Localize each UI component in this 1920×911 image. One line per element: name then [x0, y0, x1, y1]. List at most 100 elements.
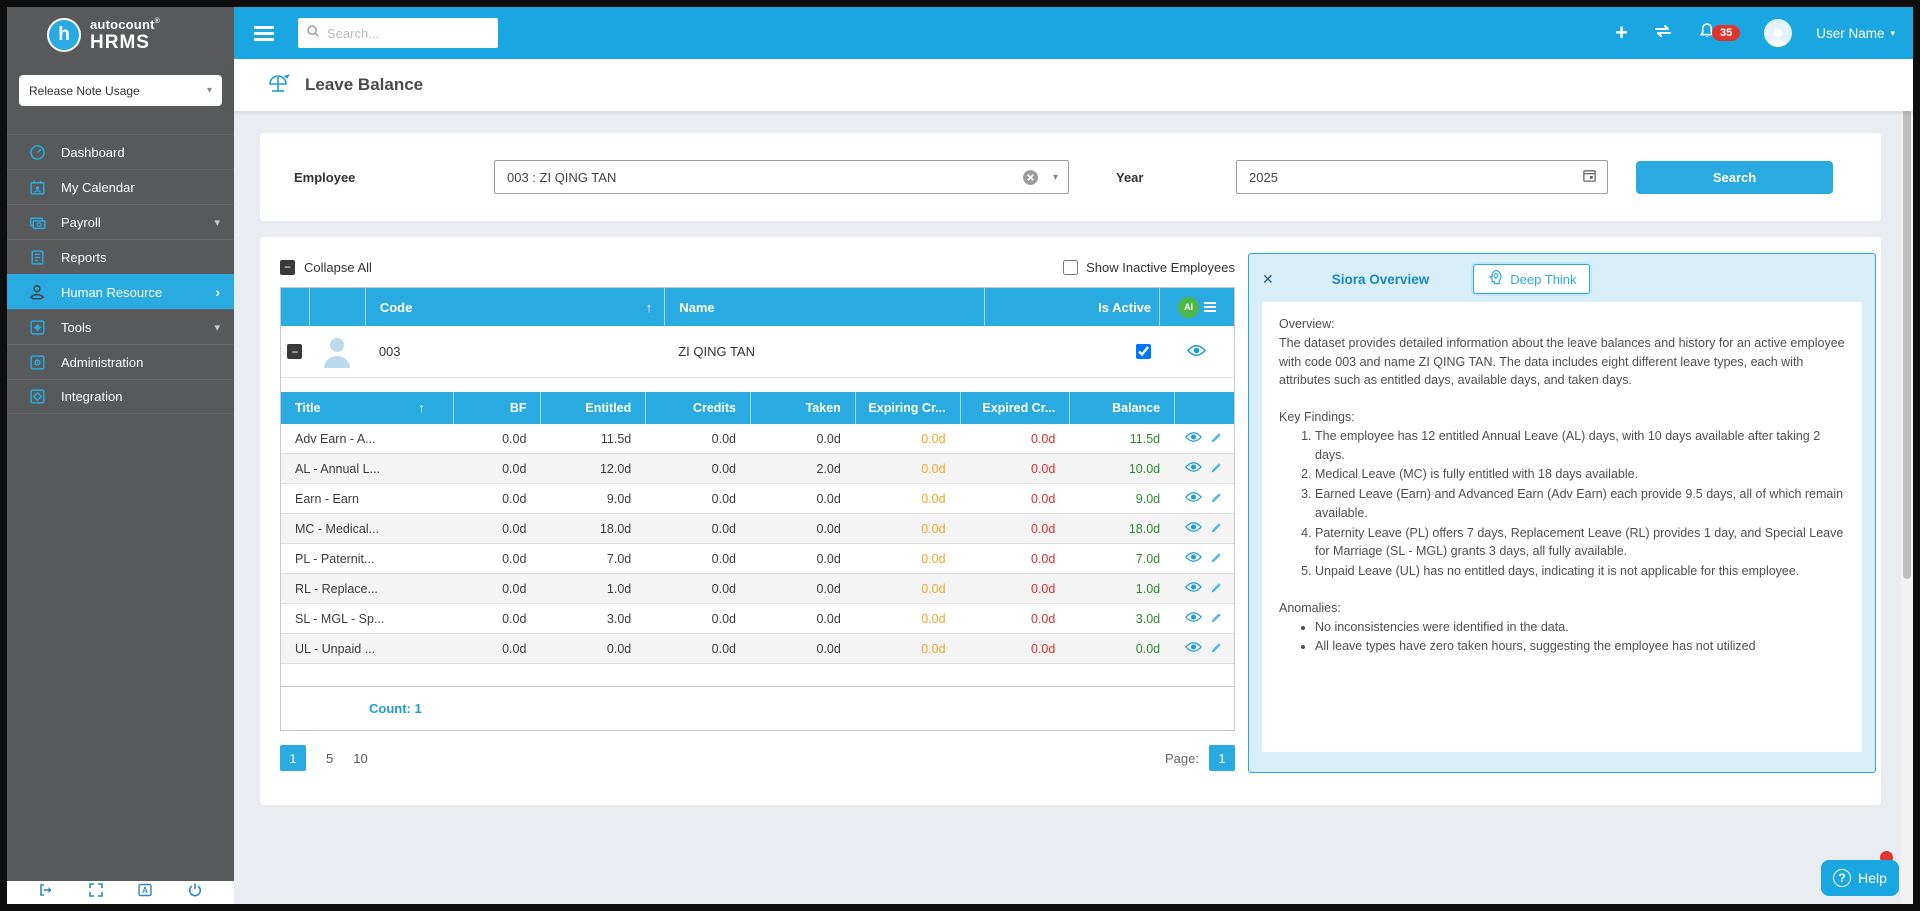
language-icon[interactable]: A [137, 882, 153, 903]
caret-down-icon[interactable]: ▾ [1052, 171, 1058, 183]
page-size-1[interactable]: 1 [280, 745, 306, 771]
column-credits[interactable]: Credits [645, 392, 750, 424]
avatar[interactable] [1764, 19, 1793, 47]
sidebar-item-tools[interactable]: Tools ▾ [7, 309, 234, 344]
key-finding-item: The employee has 12 entitled Annual Leav… [1315, 427, 1845, 465]
sidebar-item-dashboard[interactable]: Dashboard [7, 134, 234, 169]
sidebar-nav: Dashboard My Calendar Payroll ▾ Reports … [7, 134, 234, 414]
sidebar: h autocount® HRMS Release Note Usage ▾ D… [7, 7, 234, 904]
column-name[interactable]: Name [664, 288, 983, 326]
column-entitled[interactable]: Entitled [540, 392, 645, 424]
notifications[interactable]: 35 [1698, 22, 1741, 45]
sidebar-item-integration[interactable]: Integration [7, 379, 234, 414]
leave-rows: Adv Earn - A... 0.0d 11.5d 0.0d 0.0d 0.0… [281, 424, 1234, 664]
user-menu[interactable]: User Name ▾ [1816, 25, 1895, 41]
scrollbar-thumb[interactable] [1903, 99, 1911, 579]
bf-value: 0.0d [502, 431, 527, 446]
ai-icon[interactable]: AI [1178, 296, 1200, 318]
collapse-icon: − [280, 259, 295, 275]
employee-combobox[interactable]: 003 : ZI QING TAN ▾ [494, 160, 1069, 194]
page-size-5[interactable]: 5 [326, 750, 334, 766]
siora-overview-panel: ✕ Siora Overview Deep Think Overview: Th… [1248, 253, 1876, 773]
sidebar-item-label: My Calendar [61, 179, 135, 195]
global-search[interactable] [298, 18, 498, 48]
is-active-checkbox[interactable] [1136, 344, 1152, 359]
view-leave-icon[interactable] [1185, 641, 1203, 656]
view-leave-icon[interactable] [1185, 431, 1203, 446]
column-menu-icon[interactable] [1204, 300, 1217, 314]
column-taken[interactable]: Taken [750, 392, 855, 424]
edit-leave-icon[interactable] [1210, 641, 1223, 657]
leave-row: SL - MGL - Sp... 0.0d 3.0d 0.0d 0.0d 0.0… [281, 604, 1234, 634]
fullscreen-icon[interactable] [88, 882, 104, 903]
employee-row: − 003 ZI QING TAN [281, 326, 1234, 378]
administration-icon [28, 353, 46, 371]
logout-icon[interactable] [38, 882, 54, 903]
edit-leave-icon[interactable] [1210, 581, 1223, 597]
edit-leave-icon[interactable] [1210, 431, 1223, 447]
show-inactive-checkbox[interactable] [1063, 259, 1079, 275]
credits-value: 0.0d [711, 521, 737, 536]
row-collapse-icon[interactable]: − [287, 344, 303, 359]
view-employee-icon[interactable] [1187, 344, 1207, 360]
calendar-picker-icon[interactable] [1582, 168, 1597, 186]
edit-leave-icon[interactable] [1210, 611, 1223, 627]
edit-leave-icon[interactable] [1210, 461, 1223, 477]
view-leave-icon[interactable] [1185, 521, 1203, 536]
entitled-value: 12.0d [599, 461, 632, 476]
view-leave-icon[interactable] [1185, 551, 1203, 566]
release-note-select[interactable]: Release Note Usage ▾ [19, 75, 222, 106]
column-bf[interactable]: BF [452, 392, 541, 424]
employee-code: 003 [378, 344, 401, 359]
column-balance[interactable]: Balance [1069, 392, 1174, 424]
sidebar-item-payroll[interactable]: Payroll ▾ [7, 204, 234, 239]
column-expired-cr[interactable]: Expired Cr... [959, 392, 1070, 424]
view-leave-icon[interactable] [1185, 461, 1203, 476]
column-expiring-cr[interactable]: Expiring Cr... [854, 392, 960, 424]
edit-leave-icon[interactable] [1210, 521, 1223, 537]
view-leave-icon[interactable] [1185, 611, 1203, 626]
clear-icon[interactable] [1022, 169, 1039, 186]
sync-icon[interactable] [1652, 22, 1674, 45]
leave-title: Earn - Earn [295, 491, 359, 506]
collapse-all-button[interactable]: − Collapse All [280, 259, 372, 275]
column-is-active[interactable]: Is Active [983, 288, 1160, 326]
expiring-value: 0.0d [921, 581, 946, 596]
overview-text: The dataset provides detailed informatio… [1279, 335, 1845, 388]
main-content: Employee 003 : ZI QING TAN ▾ Year 2025 S… [234, 111, 1901, 904]
add-icon[interactable]: + [1615, 20, 1628, 45]
close-icon[interactable]: ✕ [1262, 270, 1274, 287]
edit-leave-icon[interactable] [1210, 551, 1223, 567]
search-input[interactable] [327, 25, 490, 41]
help-button[interactable]: ? Help [1821, 860, 1899, 896]
edit-leave-icon[interactable] [1210, 491, 1223, 507]
sidebar-item-administration[interactable]: Administration [7, 344, 234, 379]
menu-toggle-icon[interactable] [254, 23, 274, 44]
key-findings-heading: Key Findings: [1279, 410, 1355, 424]
topbar: + 35 User Name▾ [234, 7, 1913, 59]
view-leave-icon[interactable] [1185, 491, 1203, 506]
sidebar-item-label: Integration [61, 389, 123, 404]
taken-value: 0.0d [816, 611, 841, 626]
vertical-scrollbar[interactable] [1901, 59, 1913, 904]
svg-text:A: A [142, 886, 148, 895]
column-title[interactable]: Title ↑ [295, 401, 425, 415]
current-page-button[interactable]: 1 [1209, 745, 1235, 771]
page-size-10[interactable]: 10 [353, 750, 368, 766]
power-icon[interactable] [187, 882, 203, 903]
sidebar-item-my-calendar[interactable]: My Calendar [7, 169, 234, 204]
column-code[interactable]: Code ↑ [364, 288, 664, 326]
expired-value: 0.0d [1031, 611, 1056, 626]
sidebar-item-label: Reports [61, 249, 107, 265]
sidebar-item-reports[interactable]: Reports [7, 239, 234, 274]
sidebar-item-human-resource[interactable]: Human Resource › [7, 274, 234, 309]
siora-title: Siora Overview [1331, 271, 1430, 287]
search-button[interactable]: Search [1636, 160, 1833, 194]
expired-value: 0.0d [1031, 641, 1056, 656]
overview-heading: Overview: [1279, 317, 1335, 331]
deep-think-button[interactable]: Deep Think [1473, 264, 1590, 294]
view-leave-icon[interactable] [1185, 581, 1203, 596]
leave-row: Earn - Earn 0.0d 9.0d 0.0d 0.0d 0.0d 0.0… [281, 484, 1234, 514]
year-field[interactable]: 2025 [1236, 160, 1608, 194]
